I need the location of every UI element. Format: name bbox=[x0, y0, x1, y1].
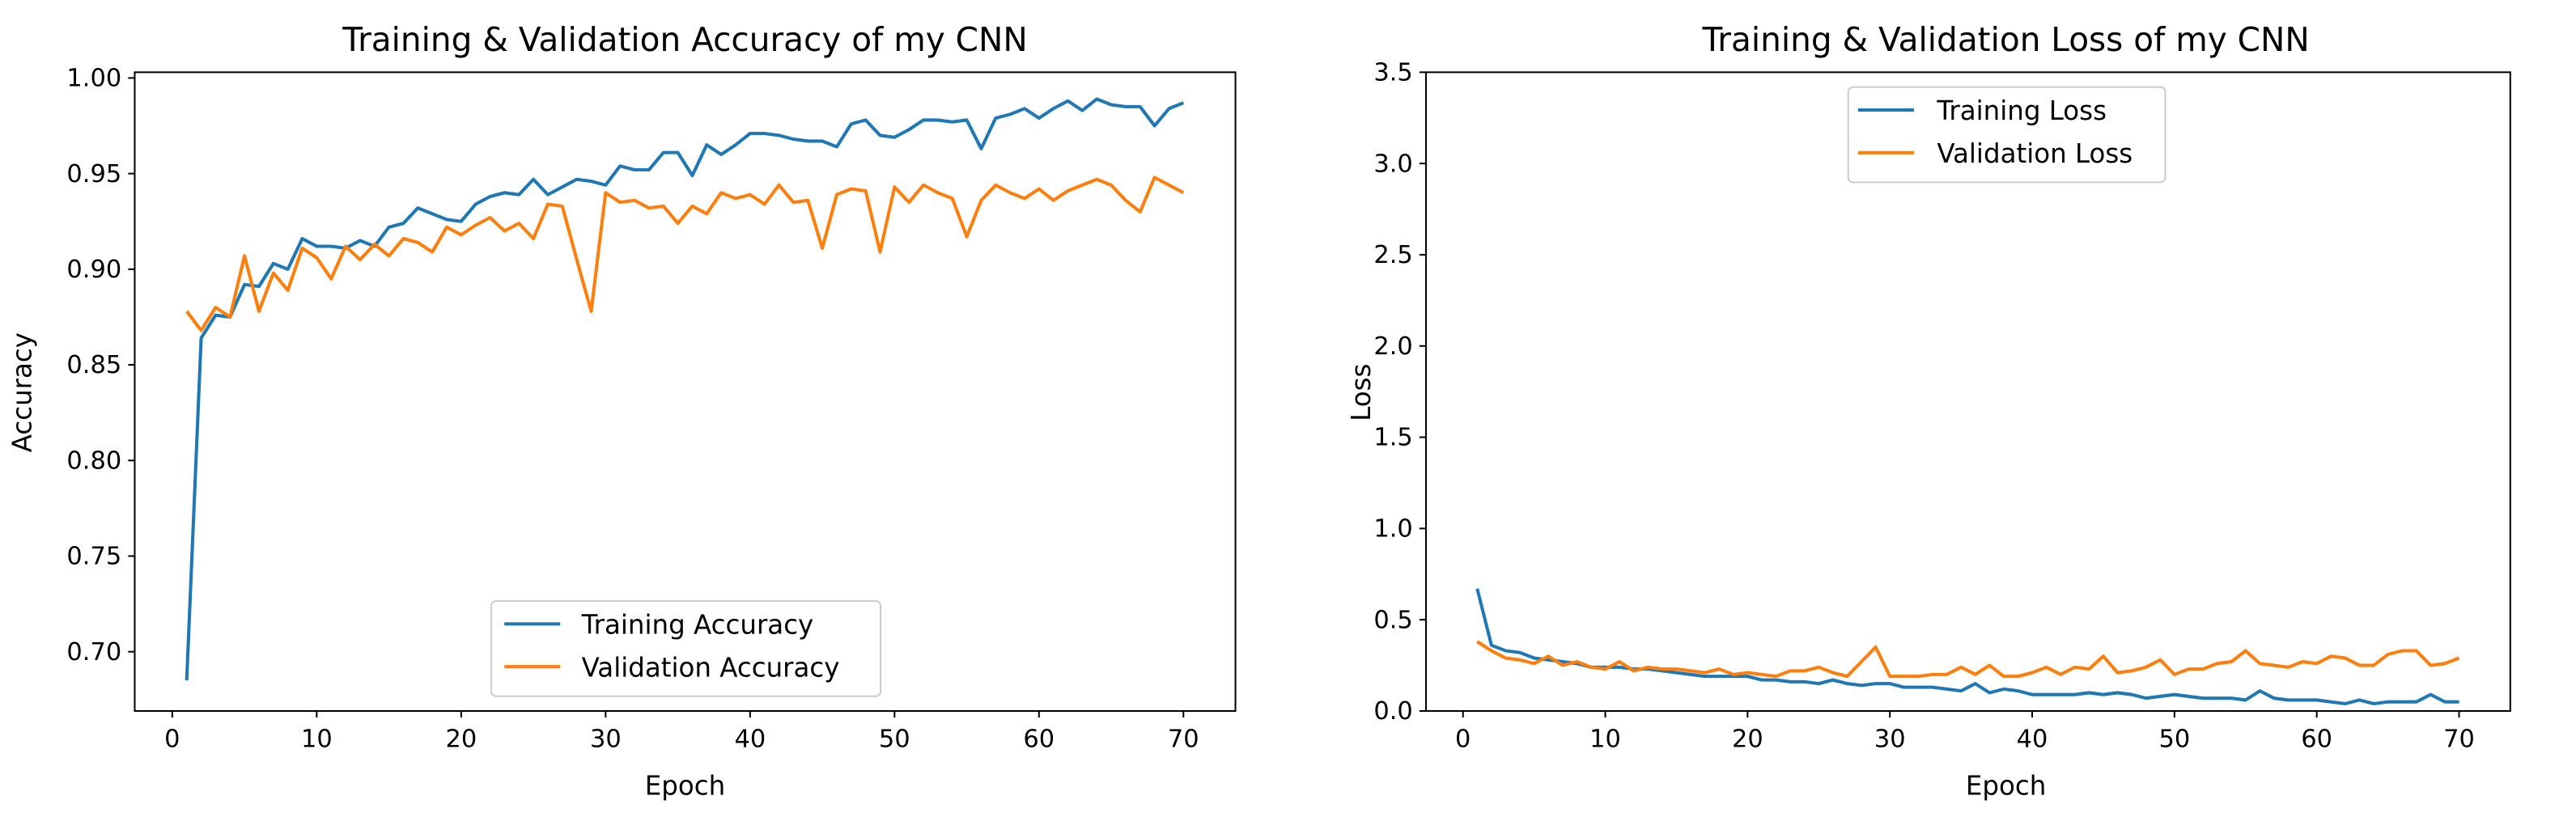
x-tick-label: 60 bbox=[2301, 726, 2332, 754]
y-tick-label: 1.00 bbox=[66, 65, 121, 93]
x-tick-label: 10 bbox=[301, 726, 333, 754]
y-tick-label: 0.80 bbox=[66, 446, 121, 475]
accuracy-plot-area bbox=[185, 97, 1185, 681]
y-tick-label: 2.5 bbox=[1373, 241, 1412, 269]
loss-legend: Training Loss Validation Loss bbox=[1847, 86, 2166, 184]
y-tick-label: 0.75 bbox=[66, 543, 121, 571]
x-tick-label: 0 bbox=[1455, 726, 1470, 754]
accuracy-x-ticks: 0 10 20 30 40 50 60 70 bbox=[164, 710, 1199, 754]
loss-y-ticks: 0.0 0.5 1.0 1.5 2.0 2.5 3.0 3.5 bbox=[1373, 58, 1427, 726]
training-accuracy-legend-label: Training Accuracy bbox=[581, 610, 814, 641]
x-tick-label: 10 bbox=[1589, 726, 1621, 754]
y-tick-label: 0.0 bbox=[1373, 697, 1412, 726]
training-loss-legend-label: Training Loss bbox=[1936, 95, 2107, 126]
loss-y-label: Loss bbox=[1346, 364, 1377, 421]
y-tick-label: 1.0 bbox=[1373, 515, 1412, 544]
x-tick-label: 20 bbox=[1732, 726, 1763, 754]
x-tick-label: 30 bbox=[590, 726, 622, 754]
y-tick-label: 3.0 bbox=[1373, 150, 1412, 178]
x-tick-label: 50 bbox=[879, 726, 910, 754]
loss-legend-box bbox=[1847, 86, 2166, 184]
y-tick-label: 2.0 bbox=[1373, 332, 1412, 361]
loss-chart: Training & Validation Loss of my CNN 0.0… bbox=[1346, 20, 2511, 802]
accuracy-y-label: Accuracy bbox=[7, 332, 38, 452]
y-tick-label: 0.85 bbox=[66, 351, 121, 379]
x-tick-label: 70 bbox=[1168, 726, 1199, 754]
validation-loss-legend-label: Validation Loss bbox=[1937, 138, 2133, 169]
x-tick-label: 20 bbox=[445, 726, 477, 754]
y-tick-label: 0.95 bbox=[66, 160, 121, 188]
accuracy-chart: Training & Validation Accuracy of my CNN… bbox=[7, 20, 1237, 802]
x-tick-label: 60 bbox=[1023, 726, 1055, 754]
x-tick-label: 0 bbox=[164, 726, 180, 754]
validation-series-line bbox=[1476, 640, 2460, 679]
y-tick-label: 0.90 bbox=[66, 256, 121, 284]
loss-plot-area bbox=[1475, 588, 2460, 705]
y-tick-label: 0.5 bbox=[1373, 606, 1412, 634]
x-tick-label: 30 bbox=[1874, 726, 1906, 754]
y-tick-label: 1.5 bbox=[1373, 424, 1412, 452]
validation-series-line bbox=[185, 176, 1185, 332]
x-tick-label: 50 bbox=[2158, 726, 2190, 754]
accuracy-x-label: Epoch bbox=[645, 771, 725, 802]
accuracy-y-ticks: 0.70 0.75 0.80 0.85 0.90 0.95 1.00 bbox=[66, 65, 135, 667]
accuracy-legend: Training Accuracy Validation Accuracy bbox=[490, 599, 882, 697]
loss-x-label: Epoch bbox=[1966, 771, 2046, 802]
training-series-line bbox=[185, 97, 1185, 681]
accuracy-chart-title: Training & Validation Accuracy of my CNN bbox=[342, 20, 1027, 59]
y-tick-label: 3.5 bbox=[1373, 58, 1412, 87]
y-tick-label: 0.70 bbox=[66, 638, 121, 667]
validation-accuracy-legend-label: Validation Accuracy bbox=[582, 652, 840, 683]
x-tick-label: 40 bbox=[734, 726, 766, 754]
accuracy-legend-box bbox=[490, 599, 882, 697]
loss-x-ticks: 0 10 20 30 40 50 60 70 bbox=[1455, 710, 2475, 754]
loss-axes-frame bbox=[1425, 71, 2511, 713]
loss-chart-title: Training & Validation Loss of my CNN bbox=[1701, 20, 2309, 59]
x-tick-label: 70 bbox=[2443, 726, 2475, 754]
x-tick-label: 40 bbox=[2017, 726, 2048, 754]
accuracy-axes-frame bbox=[134, 71, 1237, 713]
